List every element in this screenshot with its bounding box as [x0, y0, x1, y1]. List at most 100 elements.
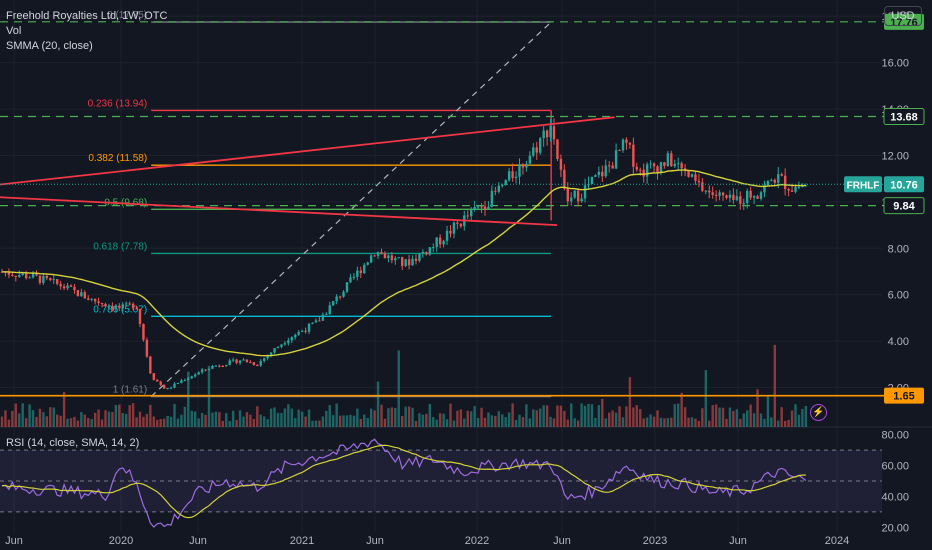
volume-bar — [632, 407, 635, 427]
volume-bar — [183, 406, 187, 427]
volume-bar — [545, 405, 549, 427]
volume-bar — [435, 419, 438, 427]
volume-bar — [452, 420, 456, 427]
smma-line — [1, 169, 806, 357]
volume-bar — [69, 418, 73, 427]
lightning-icon[interactable]: ⚡ — [810, 404, 827, 421]
candle-body — [11, 274, 14, 276]
volume-bar — [200, 412, 204, 427]
candle-body — [321, 314, 325, 321]
grid-lines — [0, 0, 882, 532]
volume-bar — [766, 395, 770, 427]
candle-body — [773, 179, 776, 183]
candle-body — [632, 144, 635, 167]
candle-body — [28, 277, 31, 279]
candle-body — [304, 330, 307, 332]
candle-body — [759, 192, 763, 199]
volume-bar — [38, 408, 42, 427]
volume-bars — [0, 344, 808, 427]
volume-bar — [559, 405, 563, 427]
horizontal-lines[interactable] — [0, 21, 884, 397]
rsi-panel — [0, 426, 932, 513]
candle-body — [235, 359, 238, 363]
volume-bar — [390, 407, 394, 427]
volume-bar — [49, 407, 52, 427]
candle-body — [663, 162, 666, 166]
time-axis-label: Jun — [366, 535, 384, 547]
volume-bar — [338, 415, 342, 427]
volume-bar — [735, 409, 739, 427]
rsi-axis-label: 40.00 — [881, 491, 909, 503]
candle-body — [38, 275, 42, 283]
candle-body — [242, 359, 245, 361]
volume-bar — [11, 410, 14, 427]
volume-bar — [739, 419, 742, 427]
volume-bar — [521, 416, 525, 427]
volume-bar — [463, 418, 466, 427]
volume-bar — [300, 411, 304, 427]
volume-bar — [470, 411, 473, 427]
volume-bar — [514, 419, 518, 427]
volume-bar — [287, 404, 290, 427]
smma-indicator-label[interactable]: SMMA (20, close) — [6, 40, 93, 52]
candle-body — [542, 130, 545, 139]
volume-bar — [473, 406, 476, 427]
candle-body — [169, 387, 173, 389]
volume-bar — [556, 405, 559, 427]
rsi-indicator-label[interactable]: RSI (14, close, SMA, 14, 2) — [6, 437, 140, 449]
volume-indicator-label[interactable]: Vol — [6, 25, 22, 37]
price-axis-label: 12.00 — [881, 150, 909, 162]
candle-body — [625, 139, 628, 143]
candle-body — [256, 364, 259, 366]
candle-body — [407, 259, 411, 266]
volume-bar — [604, 418, 607, 427]
candle-body — [459, 223, 463, 227]
volume-bar — [759, 413, 763, 427]
last-price-tag — [884, 176, 924, 193]
candle-body — [718, 192, 721, 196]
volume-bar — [31, 410, 35, 427]
volume-bar — [552, 418, 556, 427]
candle-body — [594, 175, 597, 177]
volume-bar — [380, 404, 383, 427]
volume-bar — [93, 412, 97, 427]
volume-bar — [621, 417, 625, 427]
triangle-pattern[interactable] — [0, 116, 615, 227]
candle-body — [349, 277, 352, 283]
volume-bar — [728, 407, 732, 427]
volume-bar — [283, 408, 287, 427]
candle-body — [566, 188, 569, 202]
candle-body — [252, 362, 256, 365]
candle-body — [93, 298, 97, 302]
volume-bar — [162, 418, 166, 427]
volume-bar — [635, 405, 638, 427]
candle-body — [294, 334, 297, 338]
candle-body — [739, 196, 742, 204]
time-axis-label: 2021 — [290, 535, 314, 547]
candle-body — [245, 359, 249, 363]
candle-body — [528, 155, 532, 164]
volume-bar — [501, 414, 504, 427]
candle-body — [687, 170, 690, 177]
volume-bar — [138, 411, 142, 427]
volume-bar — [532, 409, 535, 427]
fib-trend-line — [150, 21, 552, 398]
volume-bar — [294, 417, 297, 427]
volume-bar — [466, 410, 469, 427]
candle-body — [525, 163, 528, 168]
candle-body — [590, 176, 594, 185]
candle-body — [328, 305, 331, 314]
price-tag-value: 1.65 — [893, 391, 914, 403]
volume-bar — [45, 416, 49, 427]
candle-body — [7, 272, 11, 275]
symbol-title[interactable]: Freehold Royalties Ltd, 1W, OTC — [6, 10, 168, 22]
volume-bar — [0, 416, 4, 427]
currency-button[interactable]: USD — [884, 6, 922, 26]
candle-body — [190, 376, 193, 379]
volume-bar — [614, 412, 618, 427]
candle-body — [149, 356, 152, 374]
volume-bar — [142, 416, 145, 427]
candle-body — [69, 285, 73, 287]
volume-bar — [756, 389, 759, 427]
